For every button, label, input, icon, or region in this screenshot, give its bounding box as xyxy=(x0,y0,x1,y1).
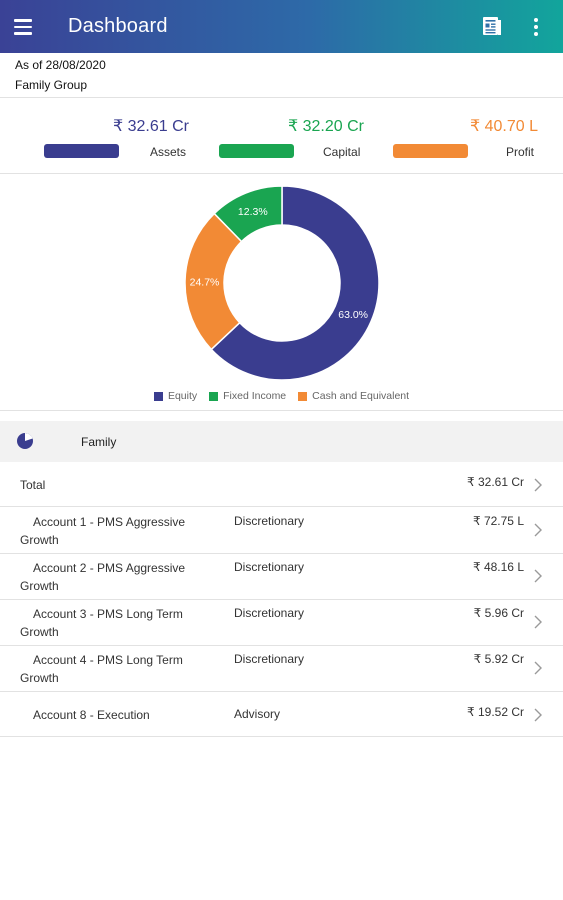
account-name-line1: Total xyxy=(20,478,46,492)
account-type: Discretionary xyxy=(234,560,305,574)
account-name: Account 8 - Execution xyxy=(20,706,150,724)
pie-chart-icon xyxy=(17,433,33,449)
donut-slice-label: 24.7% xyxy=(190,276,220,288)
capital-value: ₹ 32.20 Cr xyxy=(288,118,364,135)
profit-bar xyxy=(393,144,468,158)
capital-bar xyxy=(219,144,294,158)
account-row[interactable]: Account 2 - PMS Aggressive Growth Discreti… xyxy=(0,554,563,600)
allocation-donut-chart[interactable]: 63.0% 24.7% 12.3% xyxy=(185,186,379,380)
chevron-right-icon[interactable] xyxy=(532,477,544,493)
divider xyxy=(0,506,563,507)
divider xyxy=(0,599,563,600)
profit-value: ₹ 40.70 L xyxy=(470,118,539,135)
page-title: Dashboard xyxy=(68,15,168,37)
donut-slice-label: 63.0% xyxy=(338,309,368,321)
account-name-line2: Growth xyxy=(20,625,59,639)
account-amount: ₹ 72.75 L xyxy=(472,514,524,528)
donut-slice-equity[interactable] xyxy=(210,186,379,380)
divider xyxy=(0,736,563,737)
chevron-right-icon[interactable] xyxy=(532,614,544,630)
chevron-right-icon[interactable] xyxy=(532,568,544,584)
account-type: Discretionary xyxy=(234,514,305,528)
divider xyxy=(0,410,563,411)
more-vertical-icon[interactable] xyxy=(528,14,544,40)
account-name-line1: Account 3 - PMS Long Term xyxy=(33,607,183,621)
donut-slice-fixed-income[interactable] xyxy=(213,186,283,243)
account-name-line2: Growth xyxy=(20,533,59,547)
account-amount: ₹ 19.52 Cr xyxy=(467,705,524,719)
account-name-line1: Account 8 - Execution xyxy=(33,708,150,722)
account-name-line2: Growth xyxy=(20,579,59,593)
legend-item[interactable]: Cash and Equivalent xyxy=(298,390,409,402)
divider xyxy=(0,553,563,554)
legend-label: Equity xyxy=(167,390,198,402)
account-name: Account 3 - PMS Long Term Growth xyxy=(20,605,183,641)
chevron-right-icon[interactable] xyxy=(532,522,544,538)
family-label: Family xyxy=(81,435,117,449)
family-header: Family xyxy=(0,421,563,462)
legend-item[interactable]: Fixed Income xyxy=(209,390,286,402)
legend-item[interactable]: Equity xyxy=(153,390,198,402)
account-name: Account 4 - PMS Long Term Growth xyxy=(20,651,183,687)
account-row[interactable]: Account 8 - Execution Advisory ₹ 19.52 Cr xyxy=(0,692,563,737)
account-row[interactable]: Account 4 - PMS Long Term Growth Discretio… xyxy=(0,646,563,692)
account-type: Discretionary xyxy=(234,652,305,666)
account-type: Discretionary xyxy=(234,606,305,620)
account-name-line1: Account 2 - PMS Aggressive xyxy=(33,561,186,575)
assets-label: Assets xyxy=(150,145,187,159)
assets-value: ₹ 32.61 Cr xyxy=(113,118,189,135)
group-name: Family Group xyxy=(15,78,88,92)
legend-swatch xyxy=(298,391,308,401)
app-bar: Dashboard xyxy=(0,0,563,53)
donut-slice-label: 12.3% xyxy=(238,206,268,218)
account-amount: ₹ 5.92 Cr xyxy=(473,652,524,666)
account-amount: ₹ 32.61 Cr xyxy=(467,475,524,489)
account-name-line1: Account 1 - PMS Aggressive xyxy=(33,515,186,529)
chart-legend: Equity Fixed Income Cash and Equivalent xyxy=(0,390,563,402)
divider xyxy=(0,691,563,692)
chevron-right-icon[interactable] xyxy=(532,660,544,676)
legend-swatch xyxy=(209,391,219,401)
account-amount: ₹ 5.96 Cr xyxy=(473,606,524,620)
account-row[interactable]: Account 3 - PMS Long Term Growth Discretio… xyxy=(0,600,563,646)
divider xyxy=(0,173,563,174)
account-amount: ₹ 48.16 L xyxy=(472,560,524,574)
account-type: Advisory xyxy=(234,707,281,721)
account-row[interactable]: Account 1 - PMS Aggressive Growth Discreti… xyxy=(0,508,563,554)
profit-label: Profit xyxy=(506,145,535,159)
legend-label: Fixed Income xyxy=(223,390,287,402)
account-name: Total xyxy=(20,476,45,494)
legend-swatch xyxy=(153,391,163,401)
account-name: Account 1 - PMS Aggressive Growth xyxy=(20,513,185,549)
as-of-date: As of 28/08/2020 xyxy=(15,58,106,72)
total-row[interactable]: Total ₹ 32.61 Cr xyxy=(0,462,563,507)
capital-label: Capital xyxy=(323,145,361,159)
divider xyxy=(0,97,563,98)
account-name-line2: Growth xyxy=(20,671,59,685)
report-icon[interactable] xyxy=(480,14,504,38)
account-name: Account 2 - PMS Aggressive Growth xyxy=(20,559,185,595)
assets-bar xyxy=(44,144,119,158)
divider xyxy=(0,645,563,646)
legend-label: Cash and Equivalent xyxy=(312,390,410,402)
chevron-right-icon[interactable] xyxy=(532,707,544,723)
account-name-line1: Account 4 - PMS Long Term xyxy=(33,653,183,667)
menu-icon[interactable] xyxy=(14,14,40,40)
